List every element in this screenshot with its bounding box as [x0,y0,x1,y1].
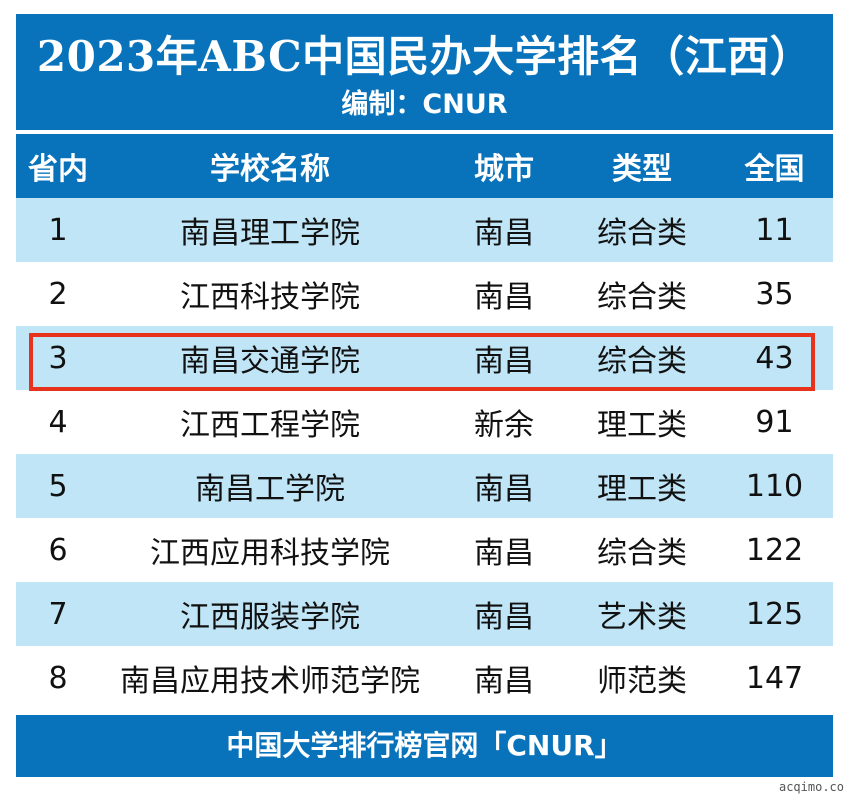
type-cell: 师范类 [597,664,687,699]
city-cell: 南昌 [474,472,534,507]
city-cell: 南昌 [474,600,534,635]
table-row: 2 江西科技学院 南昌 综合类 35 [16,262,833,326]
provincial-rank-cell: 6 [48,532,68,568]
national-rank-cell: 43 [755,340,794,376]
city-cell: 新余 [474,408,534,443]
school-name-cell: 南昌应用技术师范学院 [120,664,420,699]
provincial-rank-cell: 2 [48,276,68,312]
page-subtitle: 编制：CNUR [341,89,508,120]
column-header-school-name: 学校名称 [210,152,330,187]
school-name-cell: 南昌交通学院 [180,344,360,379]
table-row: 1 南昌理工学院 南昌 综合类 11 [16,198,833,262]
city-cell: 南昌 [474,536,534,571]
city-cell: 南昌 [474,280,534,315]
school-name-cell: 江西科技学院 [180,280,360,315]
national-rank-cell: 11 [755,212,794,248]
table-row: 7 江西服装学院 南昌 艺术类 125 [16,582,833,646]
column-header-national-rank: 全国 [744,152,805,187]
column-header-type: 类型 [612,152,672,187]
national-rank-cell: 110 [745,468,804,504]
type-cell: 综合类 [597,280,687,315]
school-name-cell: 江西工程学院 [180,408,360,443]
table-row: 4 江西工程学院 新余 理工类 91 [16,390,833,454]
type-cell: 艺术类 [597,600,687,635]
table-row: 3 南昌交通学院 南昌 综合类 43 [16,326,833,390]
provincial-rank-cell: 3 [48,340,68,376]
school-name-cell: 江西服装学院 [180,600,360,635]
watermark-text: acqimo.co [778,780,844,794]
provincial-rank-cell: 8 [48,660,68,696]
provincial-rank-cell: 5 [48,468,68,504]
city-cell: 南昌 [474,664,534,699]
column-header-city: 城市 [474,152,534,187]
provincial-rank-cell: 7 [48,596,68,632]
table-header: 2023年ABC中国民办大学排名（江西） 编制：CNUR [16,14,833,130]
column-header-row: 省内 学校名称 城市 类型 全国 [16,134,833,198]
national-rank-cell: 125 [745,596,804,632]
provincial-rank-cell: 4 [48,404,68,440]
type-cell: 理工类 [597,472,687,507]
national-rank-cell: 91 [755,404,794,440]
city-cell: 南昌 [474,216,534,251]
footer-banner: 中国大学排行榜官网「CNUR」 [16,715,833,777]
national-rank-cell: 147 [745,660,804,696]
national-rank-cell: 122 [745,532,804,568]
type-cell: 理工类 [597,408,687,443]
type-cell: 综合类 [597,344,687,379]
table-row: 8 南昌应用技术师范学院 南昌 师范类 147 [16,646,833,710]
provincial-rank-cell: 1 [48,212,68,248]
type-cell: 综合类 [597,536,687,571]
page-title: 2023年ABC中国民办大学排名（江西） [36,32,813,81]
school-name-cell: 南昌工学院 [195,472,345,507]
school-name-cell: 江西应用科技学院 [150,536,390,571]
table-row: 6 江西应用科技学院 南昌 综合类 122 [16,518,833,582]
city-cell: 南昌 [474,344,534,379]
national-rank-cell: 35 [755,276,794,312]
table-row: 5 南昌工学院 南昌 理工类 110 [16,454,833,518]
column-header-provincial-rank: 省内 [28,152,88,187]
type-cell: 综合类 [597,216,687,251]
school-name-cell: 南昌理工学院 [180,216,360,251]
ranking-table: 2023年ABC中国民办大学排名（江西） 编制：CNUR 省内 学校名称 城市 … [16,14,833,777]
